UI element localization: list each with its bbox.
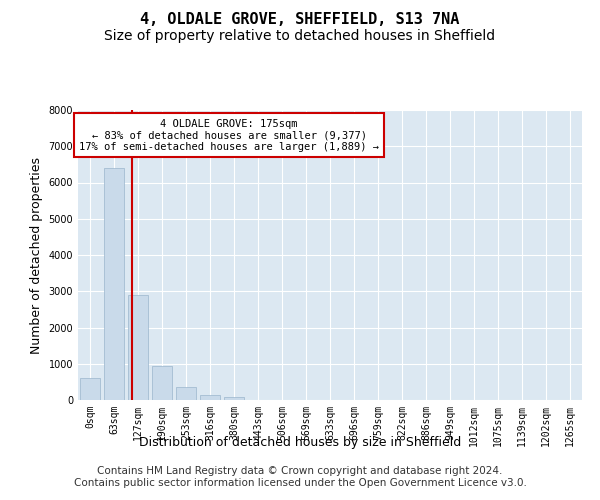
- Bar: [152, 366, 172, 400]
- Bar: [224, 398, 244, 400]
- Text: 4 OLDALE GROVE: 175sqm
← 83% of detached houses are smaller (9,377)
17% of semi-: 4 OLDALE GROVE: 175sqm ← 83% of detached…: [79, 118, 379, 152]
- Text: 4, OLDALE GROVE, SHEFFIELD, S13 7NA: 4, OLDALE GROVE, SHEFFIELD, S13 7NA: [140, 12, 460, 28]
- Bar: [200, 394, 220, 400]
- Y-axis label: Number of detached properties: Number of detached properties: [30, 156, 43, 354]
- Text: Distribution of detached houses by size in Sheffield: Distribution of detached houses by size …: [139, 436, 461, 449]
- Bar: [128, 295, 148, 400]
- Text: Contains HM Land Registry data © Crown copyright and database right 2024.
Contai: Contains HM Land Registry data © Crown c…: [74, 466, 526, 487]
- Bar: [104, 168, 124, 400]
- Bar: [176, 386, 196, 400]
- Text: Size of property relative to detached houses in Sheffield: Size of property relative to detached ho…: [104, 29, 496, 43]
- Bar: [80, 378, 100, 400]
